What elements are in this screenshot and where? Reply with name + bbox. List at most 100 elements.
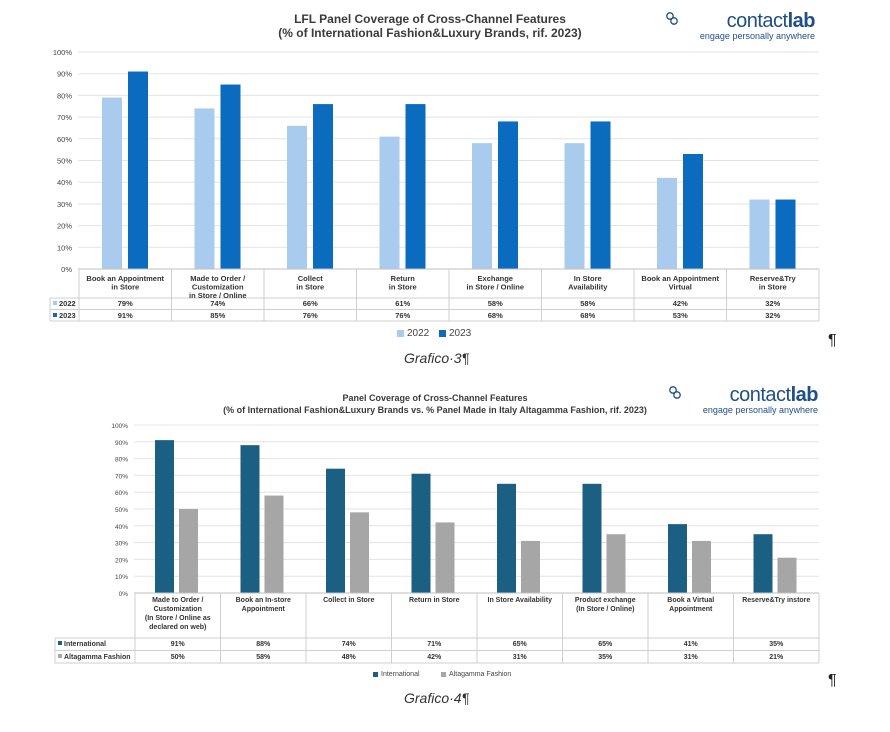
chart-3-table-series-label: 2023 xyxy=(59,311,76,320)
chart-3-category-label: Book an Appointment xyxy=(641,274,719,283)
chart-3-y-tick-label: 10% xyxy=(57,243,72,252)
chart-3-bar-2023 xyxy=(405,104,426,269)
chart-3-legend-label: 2023 xyxy=(449,328,472,339)
chart-3-category-label: Return xyxy=(391,274,416,283)
caption-grafico-4: Grafico·4¶ xyxy=(404,690,470,706)
chart-4-data-label: 21% xyxy=(769,654,784,661)
chart-3-plot: 0% 10% 20% 30% 40% 50% 60% 70% 80% 90% 100% Book an… xyxy=(49,48,820,339)
chart-4-bar-international xyxy=(240,445,260,593)
chart-4-category-label: Appointment xyxy=(242,606,286,613)
logo-tagline: engage personally anywhere xyxy=(702,405,818,415)
chart-4-bar-altagamma-fashion xyxy=(521,540,540,593)
chart-3-category-label: in Store / Online xyxy=(466,283,524,292)
chart-4-category-label: In Store Availability xyxy=(488,597,553,604)
chart-4-legend-label: Altagamma Fashion xyxy=(449,671,511,678)
chart-3-category-label: Reserve&Try xyxy=(750,274,797,283)
chart-4-data-label: 35% xyxy=(769,641,784,648)
chart-3-table-legend-swatch xyxy=(53,313,57,317)
chart-4-data-label: 65% xyxy=(598,641,613,648)
chart-3-data-label: 53% xyxy=(673,311,688,320)
logo-mark-icon xyxy=(666,12,678,25)
chart-4-category-label: Return in Store xyxy=(409,597,460,604)
chart-3-category-label: In Store xyxy=(574,274,602,283)
chart-4-category-label: Book an In-store xyxy=(236,597,291,604)
logo-word-a: contact xyxy=(726,10,788,32)
chart-3-data-label: 79% xyxy=(118,299,133,308)
chart-3-category-label: in Store xyxy=(389,283,417,292)
chart-4-category-label: (In Store / Online) xyxy=(576,606,634,613)
chart-4-bar-international xyxy=(326,468,345,593)
chart-4-table-series-label: International xyxy=(64,641,106,648)
chart-4-category-label: Collect in Store xyxy=(323,597,374,604)
chart-3-bar-2023 xyxy=(128,71,148,269)
chart-4-bar-altagamma-fashion xyxy=(264,495,284,593)
chart-4-data-label: 41% xyxy=(684,641,699,648)
chart-3-bar-2023 xyxy=(220,84,241,269)
chart-4-data-label: 50% xyxy=(171,654,186,661)
chart-3-bar-2022 xyxy=(379,136,400,269)
chart-4-bar-international xyxy=(582,483,602,593)
chart-4-category-label: Book a Virtual xyxy=(667,597,714,604)
chart-4-bar-international xyxy=(411,473,431,593)
chart-4-title: Panel Coverage of Cross-Channel Features… xyxy=(180,392,690,416)
chart-4-data-label: 65% xyxy=(513,641,528,648)
chart-3-bar-2023 xyxy=(775,199,796,269)
logo-word-a: contact xyxy=(729,384,791,406)
chart-4-y-tick-label: 100% xyxy=(111,423,128,430)
chart-4-category-label: Reserve&Try instore xyxy=(742,597,810,604)
chart-4-data-label: 71% xyxy=(427,641,442,648)
logo-wordmark: contactlab xyxy=(680,10,816,33)
contactlab-logo: contactlab engage personally anywhere xyxy=(666,10,816,41)
chart-4-y-tick-label: 60% xyxy=(115,490,128,497)
chart-3-legend-swatch xyxy=(439,330,446,337)
chart-3-data-label: 61% xyxy=(395,299,410,308)
chart-4-category-label: (In Store / Online as xyxy=(145,615,211,622)
chart-4-data-label: 48% xyxy=(342,654,357,661)
chart-3-bar-2023 xyxy=(313,104,333,269)
chart-4-y-tick-label: 70% xyxy=(115,473,128,480)
chart-3-category-label: Availability xyxy=(568,283,608,292)
logo-word-b: lab xyxy=(790,384,819,406)
chart-3-category-label: in Store xyxy=(296,283,324,292)
chart-3-bar-2022 xyxy=(564,143,585,269)
chart-3-data-label: 85% xyxy=(210,311,225,320)
chart-4-bar-altagamma-fashion xyxy=(350,512,369,593)
chart-3-bar-2022 xyxy=(194,108,215,269)
chart-4-data-label: 31% xyxy=(684,654,699,661)
pilcrow-1: ¶ xyxy=(828,332,837,349)
chart-4-data-label: 31% xyxy=(513,654,528,661)
chart-3-data-label: 58% xyxy=(488,299,503,308)
chart-4-bar-altagamma-fashion xyxy=(777,557,797,593)
chart-3-bar-2022 xyxy=(749,199,770,269)
chart-4-y-tick-label: 80% xyxy=(115,457,128,464)
chart-4-bar-international xyxy=(753,534,773,593)
chart-4-plot: 0% 10% 20% 30% 40% 50% 60% 70% 80% 90% 100% Made to… xyxy=(54,423,820,678)
chart-4-legend-label: International xyxy=(381,671,420,678)
chart-3-subtitle-line: (% of International Fashion&Luxury Brand… xyxy=(278,26,582,40)
chart-3-data-label: 58% xyxy=(580,299,595,308)
chart-3-category-label: Collect xyxy=(298,274,324,283)
chart-4-bar-altagamma-fashion xyxy=(435,522,455,593)
chart-3-data-label: 76% xyxy=(303,311,318,320)
chart-4-category-label: Product exchange xyxy=(575,597,636,604)
chart-3-title-line: LFL Panel Coverage of Cross-Channel Feat… xyxy=(294,12,566,26)
chart-3-title: LFL Panel Coverage of Cross-Channel Feat… xyxy=(220,12,640,40)
chart-3-y-tick-label: 60% xyxy=(57,135,72,144)
chart-3-category-label: Book an Appointment xyxy=(86,274,164,283)
chart-3-y-tick-label: 50% xyxy=(57,157,72,166)
chart-4-y-tick-label: 20% xyxy=(115,557,128,564)
chart-4-bar-altagamma-fashion xyxy=(692,540,711,593)
chart-4-data-label: 35% xyxy=(598,654,613,661)
chart-3-data-label: 68% xyxy=(580,311,595,320)
chart-3-y-tick-label: 40% xyxy=(57,178,72,187)
chart-3-category-label: Exchange xyxy=(478,274,513,283)
chart-3-category-label: in Store xyxy=(759,283,787,292)
contactlab-logo-2: contactlab engage personally anywhere xyxy=(669,384,819,415)
chart-3-category-label: Virtual xyxy=(669,283,692,292)
chart-4-table-legend-swatch xyxy=(58,641,62,645)
chart-4-category-label: declared on web) xyxy=(149,624,206,631)
chart-3-data-label: 68% xyxy=(488,311,503,320)
chart-4-y-tick-label: 30% xyxy=(115,541,128,548)
chart-4-title-line: Panel Coverage of Cross-Channel Features xyxy=(342,393,528,403)
chart-3-table-legend-swatch xyxy=(53,301,57,305)
